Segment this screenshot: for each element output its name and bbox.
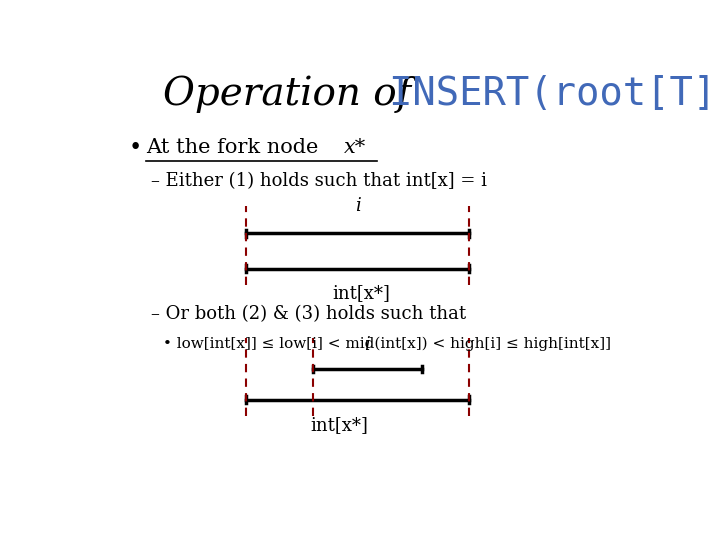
Text: Operation of: Operation of	[163, 75, 423, 113]
Text: •: •	[129, 137, 143, 159]
Text: • low[int[x]] ≤ low[i] < mid(int[x]) < high[i] ≤ high[int[x]]: • low[int[x]] ≤ low[i] < mid(int[x]) < h…	[163, 336, 611, 350]
Text: int[x*]: int[x*]	[310, 416, 369, 434]
Text: i: i	[364, 336, 370, 354]
Text: INSERT(root[T], i): INSERT(root[T], i)	[389, 75, 720, 113]
Text: i: i	[355, 197, 361, 215]
Text: – Or both (2) & (3) holds such that: – Or both (2) & (3) holds such that	[151, 305, 467, 323]
Text: – Either (1) holds such that int[x] = i: – Either (1) holds such that int[x] = i	[151, 172, 487, 190]
Text: At the fork node: At the fork node	[145, 138, 325, 158]
Text: int[x*]: int[x*]	[333, 285, 391, 302]
Text: x*: x*	[344, 138, 366, 158]
